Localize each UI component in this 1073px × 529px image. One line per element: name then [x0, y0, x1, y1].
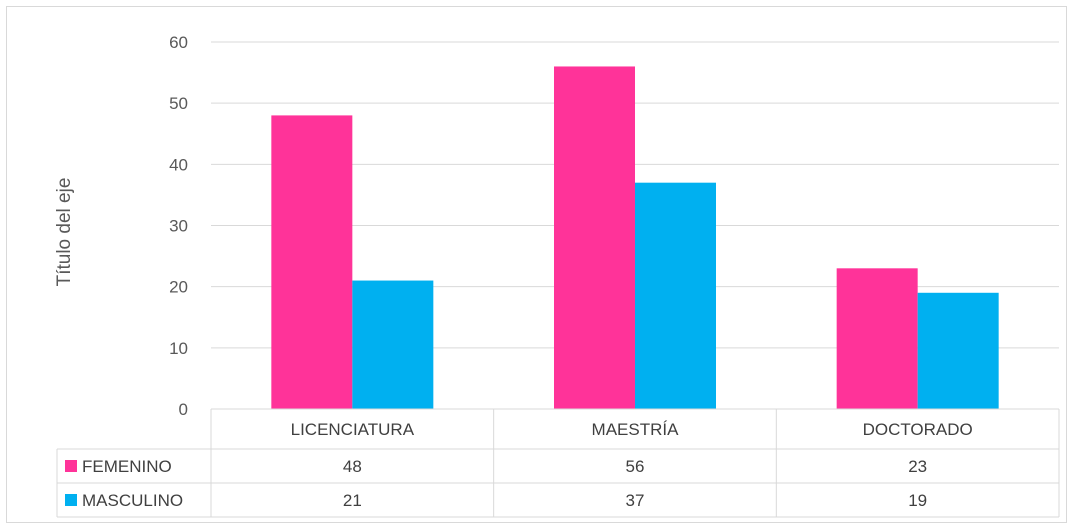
- y-tick-label: 0: [179, 400, 188, 419]
- bar-masculino-2: [917, 292, 999, 409]
- y-tick-label: 10: [169, 339, 188, 358]
- legend-label-masculino: MASCULINO: [82, 491, 183, 510]
- legend-label-femenino: FEMENINO: [82, 457, 172, 476]
- data-table: LICENCIATURA MAESTRÍA DOCTORADO FEMENINO 48 5…: [56, 408, 1060, 518]
- table-value: 23: [908, 457, 927, 476]
- bar-femenino-2: [836, 268, 918, 409]
- bars: [271, 66, 999, 410]
- table-value: 19: [908, 491, 927, 510]
- y-tick-label: 40: [169, 155, 188, 174]
- y-tick-label: 60: [169, 33, 188, 52]
- table-value: 48: [343, 457, 362, 476]
- bar-femenino-0: [271, 115, 353, 410]
- y-axis-title: Título del eje: [54, 178, 75, 287]
- legend-swatch-femenino: [65, 460, 77, 472]
- category-label: LICENCIATURA: [291, 420, 415, 439]
- y-tick-label: 50: [169, 94, 188, 113]
- category-label: MAESTRÍA: [592, 420, 680, 439]
- category-label: DOCTORADO: [863, 420, 973, 439]
- bar-masculino-0: [352, 280, 434, 409]
- table-value: 21: [343, 491, 362, 510]
- bar-femenino-1: [554, 66, 635, 409]
- chart-frame: [6, 6, 1067, 523]
- table-value: 56: [626, 457, 645, 476]
- bar-masculino-1: [635, 182, 716, 409]
- y-tick-label: 20: [169, 278, 188, 297]
- legend-swatch-masculino: [65, 494, 77, 506]
- table-value: 37: [626, 491, 645, 510]
- y-tick-label: 30: [169, 217, 188, 236]
